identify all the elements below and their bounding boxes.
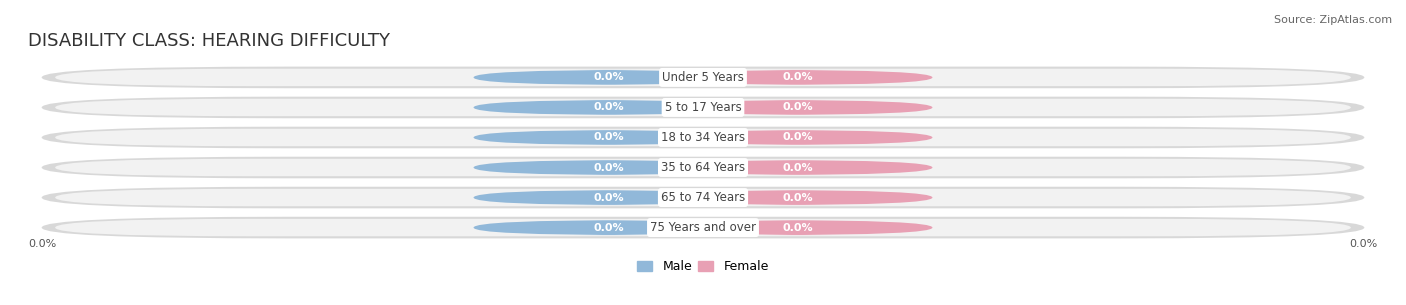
- FancyBboxPatch shape: [55, 189, 1351, 206]
- FancyBboxPatch shape: [55, 129, 1351, 146]
- Text: 0.0%: 0.0%: [782, 192, 813, 203]
- FancyBboxPatch shape: [42, 187, 1364, 208]
- Text: 0.0%: 0.0%: [593, 163, 624, 173]
- FancyBboxPatch shape: [42, 127, 1364, 148]
- Text: Source: ZipAtlas.com: Source: ZipAtlas.com: [1274, 15, 1392, 25]
- FancyBboxPatch shape: [42, 66, 1364, 88]
- FancyBboxPatch shape: [42, 217, 1364, 239]
- FancyBboxPatch shape: [474, 100, 744, 115]
- Text: 0.0%: 0.0%: [782, 163, 813, 173]
- Legend: Male, Female: Male, Female: [637, 260, 769, 273]
- FancyBboxPatch shape: [42, 97, 1364, 118]
- Text: 18 to 34 Years: 18 to 34 Years: [661, 131, 745, 144]
- Text: 0.0%: 0.0%: [593, 72, 624, 82]
- Text: 35 to 64 Years: 35 to 64 Years: [661, 161, 745, 174]
- Text: 0.0%: 0.0%: [593, 102, 624, 113]
- FancyBboxPatch shape: [474, 190, 744, 205]
- Text: 0.0%: 0.0%: [1350, 239, 1378, 249]
- Text: 0.0%: 0.0%: [782, 132, 813, 142]
- FancyBboxPatch shape: [55, 159, 1351, 176]
- FancyBboxPatch shape: [662, 190, 932, 205]
- Text: 5 to 17 Years: 5 to 17 Years: [665, 101, 741, 114]
- FancyBboxPatch shape: [474, 70, 744, 85]
- FancyBboxPatch shape: [474, 130, 744, 145]
- FancyBboxPatch shape: [662, 160, 932, 175]
- Text: 0.0%: 0.0%: [593, 223, 624, 233]
- FancyBboxPatch shape: [42, 157, 1364, 178]
- Text: 0.0%: 0.0%: [782, 102, 813, 113]
- Text: 75 Years and over: 75 Years and over: [650, 221, 756, 234]
- Text: 0.0%: 0.0%: [782, 72, 813, 82]
- FancyBboxPatch shape: [55, 219, 1351, 236]
- FancyBboxPatch shape: [662, 100, 932, 115]
- Text: 0.0%: 0.0%: [28, 239, 56, 249]
- Text: DISABILITY CLASS: HEARING DIFFICULTY: DISABILITY CLASS: HEARING DIFFICULTY: [28, 32, 389, 50]
- FancyBboxPatch shape: [55, 69, 1351, 86]
- Text: Under 5 Years: Under 5 Years: [662, 71, 744, 84]
- FancyBboxPatch shape: [662, 220, 932, 235]
- FancyBboxPatch shape: [474, 220, 744, 235]
- FancyBboxPatch shape: [55, 99, 1351, 116]
- Text: 65 to 74 Years: 65 to 74 Years: [661, 191, 745, 204]
- FancyBboxPatch shape: [662, 130, 932, 145]
- Text: 0.0%: 0.0%: [593, 192, 624, 203]
- Text: 0.0%: 0.0%: [593, 132, 624, 142]
- FancyBboxPatch shape: [474, 160, 744, 175]
- Text: 0.0%: 0.0%: [782, 223, 813, 233]
- FancyBboxPatch shape: [662, 70, 932, 85]
